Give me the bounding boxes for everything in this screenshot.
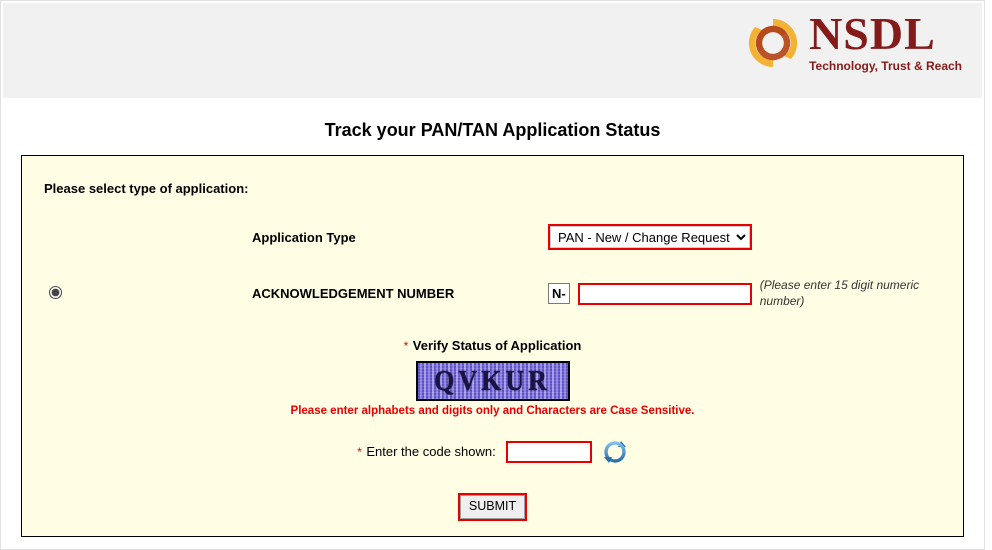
ack-hint: (Please enter 15 digit numeric number) (760, 278, 941, 309)
page-title: Track your PAN/TAN Application Status (3, 98, 982, 155)
application-type-select[interactable]: PAN - New / Change Request (550, 226, 750, 248)
captcha-warning: Please enter alphabets and digits only a… (44, 405, 941, 417)
captcha-text: QVKUR (418, 363, 568, 399)
verify-title: Verify Status of Application (413, 338, 582, 353)
verify-section: * Verify Status of Application QVKUR Ple… (44, 337, 941, 521)
page-outer: NSDL Technology, Trust & Reach Track you… (0, 0, 985, 550)
submit-highlight: SUBMIT (458, 493, 527, 521)
header-bar: NSDL Technology, Trust & Reach (3, 3, 982, 98)
captcha-frame: QVKUR (416, 361, 570, 401)
code-label: Enter the code shown: (366, 444, 495, 459)
refresh-icon (602, 439, 628, 465)
required-star-icon: * (357, 445, 362, 459)
refresh-captcha-button[interactable] (602, 439, 628, 465)
captcha-image: QVKUR (418, 363, 568, 399)
brand-logo: NSDL Technology, Trust & Reach (741, 11, 962, 75)
captcha-code-input[interactable] (508, 443, 590, 461)
application-type-highlight: PAN - New / Change Request (548, 224, 752, 250)
brand-tagline: Technology, Trust & Reach (809, 59, 962, 73)
row-application-type: Application Type PAN - New / Change Requ… (44, 224, 941, 250)
ack-number-input[interactable] (580, 285, 750, 303)
application-type-label: Application Type (252, 230, 548, 245)
brand-name: NSDL (809, 13, 936, 54)
required-star-icon: * (404, 339, 409, 353)
ack-radio[interactable] (49, 286, 62, 299)
ack-input-highlight (578, 283, 752, 305)
ack-prefix: N- (548, 283, 570, 304)
nsdl-logo-icon (741, 11, 805, 75)
row-ack-number: ACKNOWLEDGEMENT NUMBER N- (Please enter … (44, 278, 941, 309)
submit-row: SUBMIT (44, 493, 941, 521)
section-label: Please select type of application: (44, 181, 941, 196)
ack-label: ACKNOWLEDGEMENT NUMBER (252, 286, 548, 301)
form-container: Please select type of application: Appli… (21, 155, 964, 537)
code-entry-row: * Enter the code shown: (44, 439, 941, 465)
code-input-highlight (506, 441, 592, 463)
submit-button[interactable]: SUBMIT (460, 495, 525, 519)
